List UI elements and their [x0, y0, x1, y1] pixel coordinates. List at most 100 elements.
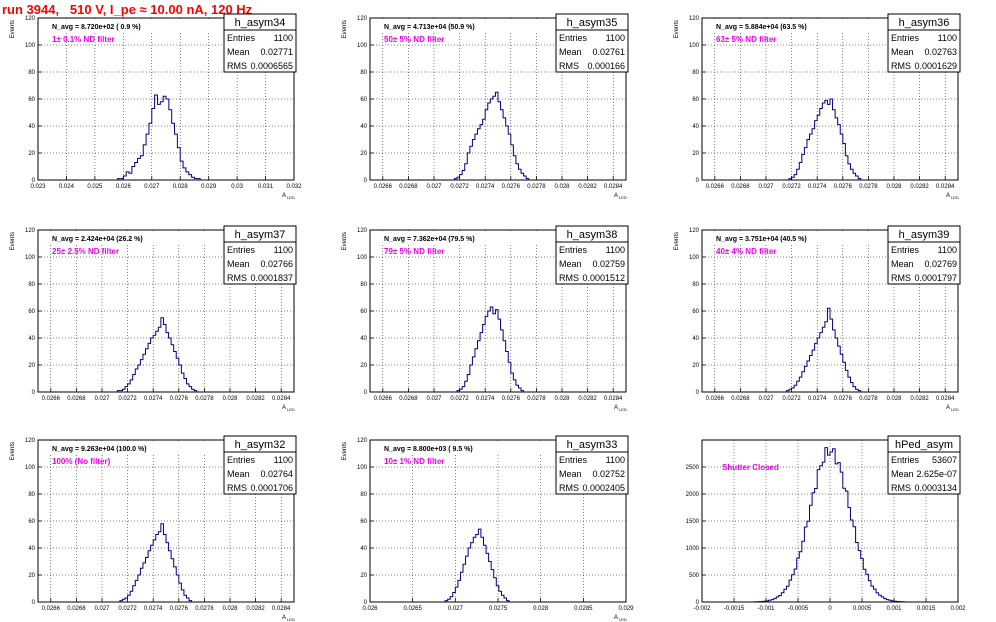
stats-rms-value: 0.0001837	[250, 273, 293, 283]
x-tick-label: 0.0285	[574, 606, 593, 612]
stats-rms-label: RMS	[891, 273, 911, 283]
y-tick-label: 100	[357, 255, 368, 261]
x-tick-label: 0.0266	[706, 184, 725, 190]
x-tick-label: 0.027	[448, 606, 464, 612]
y-axis-title: Events	[342, 20, 348, 38]
x-tick-label: 0.0282	[910, 184, 929, 190]
y-tick-label: 100	[25, 255, 36, 261]
x-tick-label: 0.027	[426, 396, 442, 402]
stats-rms-value: 0.0001797	[914, 273, 957, 283]
stats-entries-value: 1100	[606, 245, 625, 255]
x-tick-label: 0.0274	[144, 606, 163, 612]
y-tick-label: 20	[28, 151, 35, 157]
x-tick-label: 0.0268	[399, 396, 418, 402]
x-tick-label: 0.029	[201, 184, 217, 190]
x-tick-label: 0.0276	[170, 606, 189, 612]
x-tick-label: 0	[828, 606, 832, 612]
y-tick-label: 120	[357, 228, 368, 234]
filter-note: 40± 4% ND filter	[716, 247, 776, 256]
y-tick-label: 60	[692, 309, 699, 315]
stats-entries-label: Entries	[559, 455, 588, 465]
x-tick-label: 0.0284	[936, 396, 955, 402]
x-tick-label: 0.0278	[859, 396, 878, 402]
histogram-panel-h_asym37: 0.0266 0.0268 0.027 0.0272 0.0274 0.0276 0.027…	[10, 225, 297, 412]
x-tick-label: 0.031	[258, 184, 274, 190]
x-tick-label: 0.0266	[374, 396, 393, 402]
stats-entries-value: 53607	[932, 455, 957, 465]
y-tick-label: 2000	[686, 492, 700, 498]
stats-rms-value: 0.0001512	[582, 273, 625, 283]
histogram-panel-h_asym39: 0.0266 0.0268 0.027 0.0272 0.0274 0.0276 0.027…	[674, 225, 961, 412]
histogram-series	[752, 447, 908, 603]
x-tick-label: 0.0278	[527, 184, 546, 190]
stats-rms-value: 0.0001706	[250, 483, 293, 493]
y-tick-label: 0	[696, 600, 700, 606]
x-tick-label: 0.026	[362, 606, 378, 612]
x-tick-label: 0.0284	[604, 396, 623, 402]
stats-entries-value: 1100	[274, 245, 293, 255]
x-tick-label: 0.002	[950, 606, 966, 612]
x-tick-label: 0.0272	[118, 396, 137, 402]
y-tick-label: 120	[689, 228, 700, 234]
y-tick-label: 80	[360, 492, 367, 498]
histogram-panel-h_asym32: 0.0266 0.0268 0.027 0.0272 0.0274 0.0276 0.027…	[10, 435, 297, 622]
x-tick-label: 0.0268	[67, 396, 86, 402]
stats-mean-value: 0.02764	[260, 469, 293, 479]
y-tick-label: 0	[32, 600, 36, 606]
stats-entries-label: Entries	[891, 33, 920, 43]
stats-mean-label: Mean	[559, 259, 582, 269]
x-tick-label: 0.0005	[853, 606, 872, 612]
x-tick-label: 0.0278	[195, 396, 214, 402]
x-tick-label: 0.0274	[808, 396, 827, 402]
x-axis-title: A	[946, 405, 950, 411]
stats-rms-label: RMS	[891, 61, 911, 71]
histogram-panel-hPed_asym: -0.002 -0.0015 -0.001 -0.0005 0 0.0005 0.001 0.…	[686, 435, 966, 612]
n-avg-label-bg	[376, 20, 554, 32]
y-tick-label: 60	[360, 97, 367, 103]
y-tick-label: 120	[25, 228, 36, 234]
stats-entries-value: 1100	[274, 455, 293, 465]
y-axis-title: Events	[674, 232, 680, 250]
x-tick-label: 0.024	[59, 184, 75, 190]
histogram-name: h_asym37	[235, 229, 286, 241]
histogram-name: h_asym39	[899, 229, 950, 241]
filter-note: 50± 5% ND filter	[384, 35, 444, 44]
histogram-series	[453, 91, 530, 180]
x-tick-label: 0.0015	[917, 606, 936, 612]
y-tick-label: 80	[360, 70, 367, 76]
histogram-name: h_asym38	[567, 229, 618, 241]
stats-entries-label: Entries	[227, 33, 256, 43]
x-axis-title: A	[614, 615, 618, 621]
y-axis-title: Events	[342, 442, 348, 460]
x-tick-label: 0.0276	[834, 396, 853, 402]
stats-rms-label: RMS	[559, 273, 579, 283]
stats-mean-label: Mean	[227, 47, 250, 57]
histogram-panel-h_asym35: 0.0266 0.0268 0.027 0.0272 0.0274 0.0276 0.027…	[342, 13, 629, 200]
y-tick-label: 0	[364, 390, 368, 396]
stats-rms-label: RMS	[227, 61, 247, 71]
y-tick-label: 60	[360, 309, 367, 315]
y-tick-label: 120	[25, 438, 36, 444]
x-tick-label: 0.0268	[731, 396, 750, 402]
y-tick-label: 0	[32, 390, 36, 396]
y-tick-label: 40	[28, 336, 35, 342]
x-axis-title: A	[282, 615, 286, 621]
stats-box	[223, 435, 297, 495]
x-axis-title: A	[946, 193, 950, 199]
y-tick-label: 20	[692, 151, 699, 157]
x-tick-label: 0.0282	[246, 606, 265, 612]
x-tick-label: 0.0282	[910, 396, 929, 402]
x-tick-label: 0.027	[758, 396, 774, 402]
x-tick-label: 0.0266	[42, 396, 61, 402]
x-tick-label: 0.0284	[272, 396, 291, 402]
y-tick-label: 120	[357, 438, 368, 444]
y-tick-label: 60	[692, 97, 699, 103]
x-axis-title: A	[614, 405, 618, 411]
y-tick-label: 120	[689, 16, 700, 22]
y-tick-label: 40	[360, 546, 367, 552]
x-tick-label: 0.0268	[731, 184, 750, 190]
histogram-name: h_asym32	[235, 439, 286, 451]
n-avg-label: N_avg = 5.884e+04 (63.5 %)	[716, 24, 807, 31]
x-tick-label: -0.002	[693, 606, 711, 612]
x-tick-label: 0.0274	[808, 184, 827, 190]
